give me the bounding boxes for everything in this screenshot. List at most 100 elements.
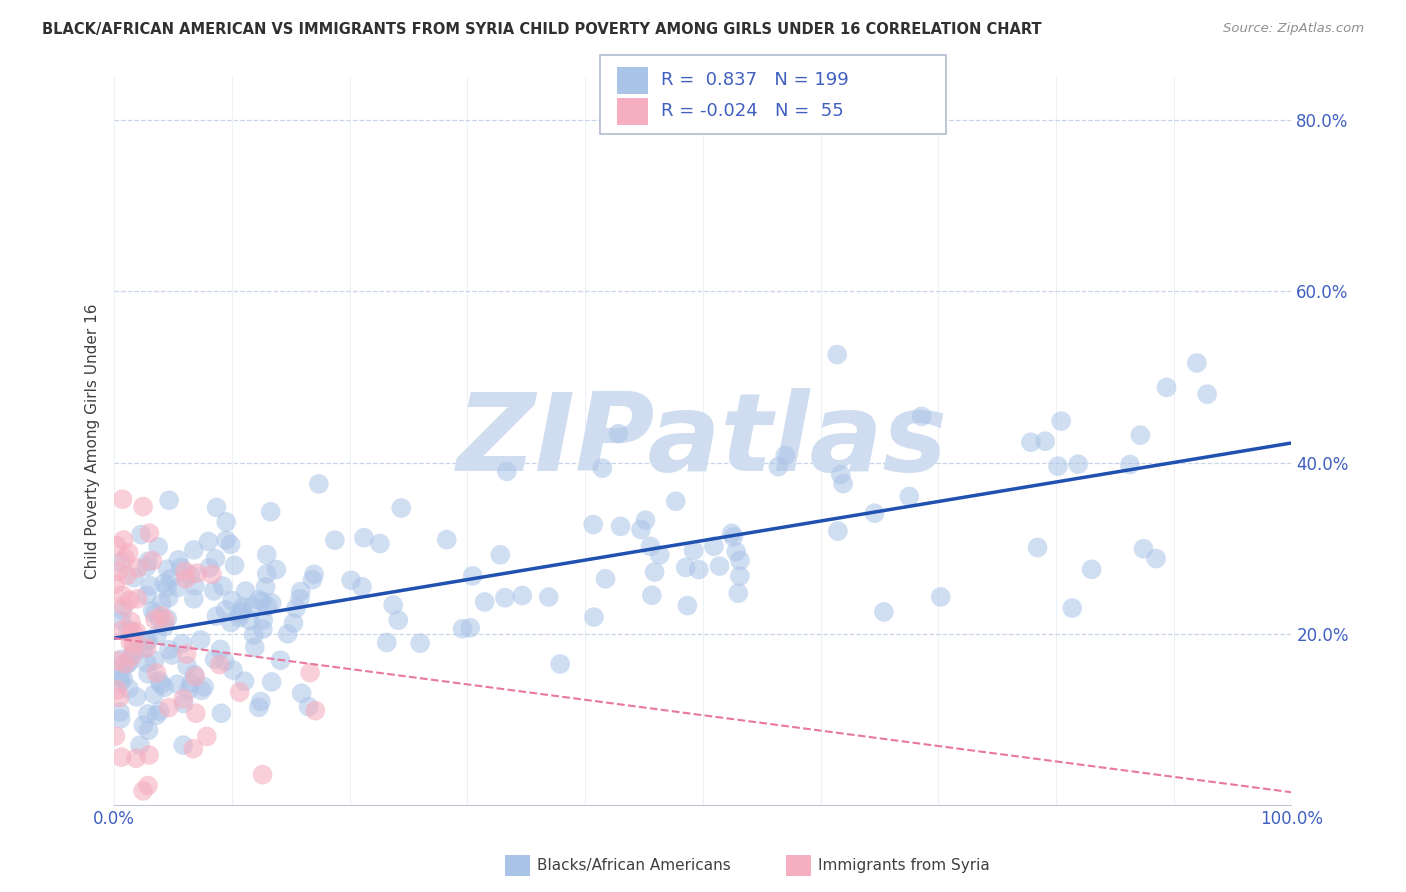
Point — [160, 648, 183, 662]
Point — [1019, 435, 1042, 450]
Point — [138, 747, 160, 762]
Point — [110, 712, 132, 726]
Point — [221, 593, 243, 607]
Point — [228, 607, 250, 621]
Point — [202, 583, 225, 598]
Point — [129, 527, 152, 541]
Point — [474, 595, 496, 609]
Point — [122, 639, 145, 653]
Point — [215, 515, 238, 529]
Point — [205, 609, 228, 624]
Point — [114, 551, 136, 566]
Point — [110, 671, 132, 685]
Point — [132, 718, 155, 732]
Point — [145, 708, 167, 723]
Point — [118, 546, 141, 560]
Point — [157, 493, 180, 508]
Point — [117, 623, 139, 637]
Point — [167, 581, 190, 595]
Point — [353, 531, 375, 545]
Point — [138, 526, 160, 541]
Point — [595, 572, 617, 586]
Y-axis label: Child Poverty Among Girls Under 16: Child Poverty Among Girls Under 16 — [86, 303, 100, 579]
Point — [136, 633, 159, 648]
Point — [112, 672, 135, 686]
Point — [461, 569, 484, 583]
Point — [105, 682, 128, 697]
Point — [150, 596, 173, 610]
Point — [299, 665, 322, 680]
Point — [143, 653, 166, 667]
Point — [197, 534, 219, 549]
Point — [205, 500, 228, 515]
Point — [1067, 457, 1090, 471]
Point — [166, 677, 188, 691]
Text: Blacks/African Americans: Blacks/African Americans — [537, 858, 731, 872]
Text: BLACK/AFRICAN AMERICAN VS IMMIGRANTS FROM SYRIA CHILD POVERTY AMONG GIRLS UNDER : BLACK/AFRICAN AMERICAN VS IMMIGRANTS FRO… — [42, 22, 1042, 37]
Point — [209, 706, 232, 721]
Point — [243, 640, 266, 655]
Point — [256, 599, 278, 614]
Point — [675, 560, 697, 574]
Point — [436, 533, 458, 547]
Point — [179, 567, 201, 582]
Point — [239, 614, 262, 628]
Point — [120, 615, 142, 629]
Point — [382, 598, 405, 612]
Point — [111, 492, 134, 507]
Point — [285, 601, 308, 615]
Point — [153, 681, 176, 695]
Point — [105, 539, 128, 553]
Point — [863, 506, 886, 520]
Point — [233, 674, 256, 689]
Point — [183, 591, 205, 606]
Point — [139, 579, 162, 593]
Point — [124, 644, 146, 658]
Point — [283, 615, 305, 630]
Point — [149, 704, 172, 718]
Point — [688, 563, 710, 577]
Point — [929, 590, 952, 604]
Point — [150, 608, 173, 623]
Point — [120, 635, 142, 649]
Point — [117, 657, 139, 671]
Point — [775, 449, 797, 463]
Point — [153, 619, 176, 633]
Point — [186, 566, 208, 581]
Point — [247, 700, 270, 714]
Point — [127, 561, 149, 575]
Point — [224, 558, 246, 573]
Point — [108, 690, 131, 705]
Point — [609, 519, 631, 533]
Point — [136, 666, 159, 681]
Point — [208, 657, 231, 672]
Point — [214, 603, 236, 617]
Point — [607, 426, 630, 441]
Point — [120, 628, 142, 642]
Point — [254, 580, 277, 594]
Point — [190, 683, 212, 698]
Point — [107, 654, 129, 668]
Point — [112, 533, 135, 547]
Point — [219, 615, 242, 630]
Text: R = -0.024   N =  55: R = -0.024 N = 55 — [661, 103, 844, 120]
Point — [125, 751, 148, 765]
Point — [138, 723, 160, 738]
Point — [135, 656, 157, 670]
Point — [222, 663, 245, 677]
Point — [648, 548, 671, 562]
Point — [143, 613, 166, 627]
Point — [260, 596, 283, 610]
Point — [256, 548, 278, 562]
Point — [136, 706, 159, 721]
Point — [832, 476, 855, 491]
Point — [107, 564, 129, 578]
Point — [350, 580, 373, 594]
Point — [768, 459, 790, 474]
Point — [118, 593, 141, 607]
Point — [496, 464, 519, 478]
Point — [1144, 551, 1167, 566]
Point — [728, 553, 751, 567]
Point — [141, 554, 163, 568]
Point — [143, 607, 166, 621]
